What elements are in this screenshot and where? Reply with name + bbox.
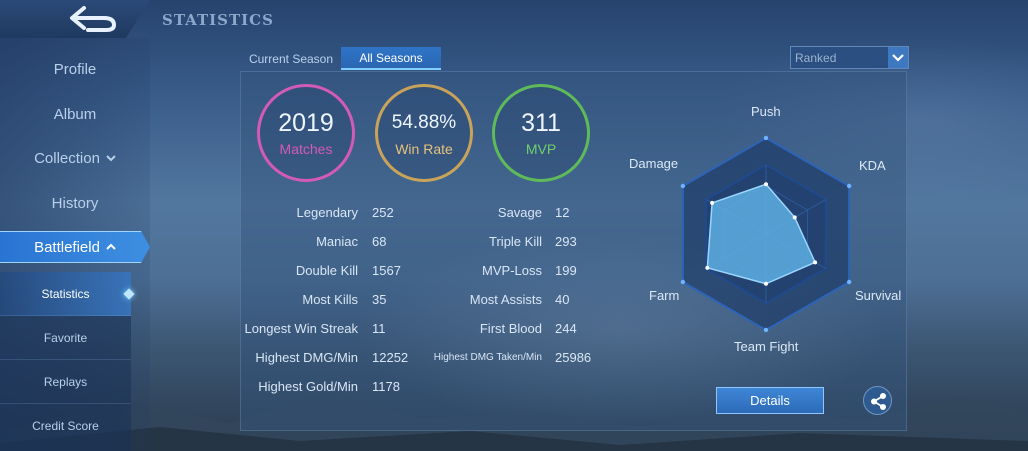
stat-label: MVP-Loss xyxy=(482,263,542,278)
stat-value: 1178 xyxy=(372,379,400,394)
win-rate-circle: 54.88% Win Rate xyxy=(375,84,473,182)
details-button[interactable]: Details xyxy=(716,387,824,414)
subnav-item-statistics[interactable]: Statistics xyxy=(0,272,135,316)
sidebar-item-history[interactable]: History xyxy=(0,187,150,219)
sidebar-item-label: Profile xyxy=(53,60,97,78)
win-rate-label: Win Rate xyxy=(395,141,453,157)
radar-point xyxy=(764,182,768,187)
stat-value: 12252 xyxy=(372,350,409,365)
back-arrow-icon[interactable] xyxy=(66,4,120,34)
tab-all-seasons[interactable]: All Seasons xyxy=(341,47,441,70)
radar-vertex-dot xyxy=(680,279,686,285)
radar-vertex-dot xyxy=(763,327,769,333)
stat-value: 293 xyxy=(555,234,577,249)
matches-value: 2019 xyxy=(278,109,334,137)
mvp-value: 311 xyxy=(521,109,561,137)
radar-point xyxy=(710,200,715,205)
stat-label: Longest Win Streak xyxy=(244,321,358,336)
sidebar-item-label: Album xyxy=(53,105,97,123)
radar-label-damage: Damage xyxy=(629,156,679,171)
stat-label: Triple Kill xyxy=(489,234,542,249)
radar-label-kda: KDA xyxy=(859,158,886,173)
radar-vertex-dot xyxy=(680,183,686,189)
stat-value: 11 xyxy=(372,321,386,336)
background-mountains xyxy=(0,391,1028,451)
subnav-item-favorite[interactable]: Favorite xyxy=(0,316,131,360)
radar-point xyxy=(705,265,710,270)
mode-dropdown-value: Ranked xyxy=(795,51,837,65)
tab-label: All Seasons xyxy=(359,50,423,65)
subnav-item-label: Replays xyxy=(43,374,88,389)
subnav-item-label: Statistics xyxy=(41,286,90,301)
share-icon xyxy=(871,393,886,410)
tab-current-season[interactable]: Current Season xyxy=(241,47,341,70)
mode-dropdown[interactable]: Ranked xyxy=(790,46,909,69)
chevron-down-icon xyxy=(106,155,116,162)
stat-value: 40 xyxy=(555,292,570,307)
performance-radar-chart xyxy=(680,135,852,333)
stat-value: 199 xyxy=(555,263,577,278)
sidebar-item-collection[interactable]: Collection xyxy=(0,142,150,174)
radar-vertex-dot xyxy=(846,183,852,189)
stat-value: 244 xyxy=(555,321,577,336)
radar-label-team-fight: Team Fight xyxy=(734,339,799,354)
stat-label: Highest DMG Taken/Min xyxy=(433,352,542,363)
share-button[interactable] xyxy=(863,386,892,415)
stat-value: 25986 xyxy=(555,350,592,365)
chevron-down-icon[interactable] xyxy=(888,47,908,68)
chevron-up-icon xyxy=(106,243,116,250)
mvp-circle: 311 MVP xyxy=(492,84,590,182)
radar-label-push: Push xyxy=(751,104,781,119)
stat-value: 68 xyxy=(372,234,387,249)
sidebar-item-profile[interactable]: Profile xyxy=(0,53,150,85)
sidebar-item-label: Battlefield xyxy=(34,238,100,256)
radar-label-farm: Farm xyxy=(649,288,680,303)
matches-circle: 2019 Matches xyxy=(257,84,355,182)
radar-point xyxy=(764,281,768,286)
details-button-label: Details xyxy=(750,393,790,408)
subnav-item-label: Credit Score xyxy=(32,419,99,433)
stat-label: First Blood xyxy=(479,321,542,336)
win-rate-value: 54.88% xyxy=(391,112,457,133)
stat-label: Highest Gold/Min xyxy=(258,379,358,394)
sidebar-item-battlefield[interactable]: Battlefield xyxy=(0,231,150,263)
sidebar-item-label: History xyxy=(51,194,99,212)
radar-point xyxy=(813,260,818,265)
radar-vertex-dot xyxy=(846,279,852,285)
mvp-label: MVP xyxy=(525,141,557,157)
sidebar-item-label: Collection xyxy=(34,149,100,167)
subnav-item-label: Favorite xyxy=(43,330,88,345)
stat-label: Savage xyxy=(497,205,542,220)
stat-label: Double Kill xyxy=(295,263,358,278)
matches-label: Matches xyxy=(279,141,333,157)
stat-label: Legendary xyxy=(296,205,358,220)
stat-value: 35 xyxy=(372,292,387,307)
stat-value: 12 xyxy=(555,205,570,220)
sidebar-item-album[interactable]: Album xyxy=(0,98,150,130)
stat-label: Highest DMG/Min xyxy=(255,350,358,365)
stat-value: 252 xyxy=(372,205,394,220)
radar-vertex-dot xyxy=(763,135,769,141)
subnav-item-replays[interactable]: Replays xyxy=(0,360,131,404)
stat-label: Maniac xyxy=(316,234,358,249)
stat-label: Most Kills xyxy=(302,292,358,307)
radar-point xyxy=(792,215,797,220)
tab-label: Current Season xyxy=(248,51,334,66)
radar-label-survival: Survival xyxy=(855,288,902,303)
page-title: STATISTICS xyxy=(162,11,274,29)
stat-value: 1567 xyxy=(372,263,401,278)
subnav-item-credit-score[interactable]: Credit Score xyxy=(0,404,131,448)
stat-label: Most Assists xyxy=(469,292,542,307)
